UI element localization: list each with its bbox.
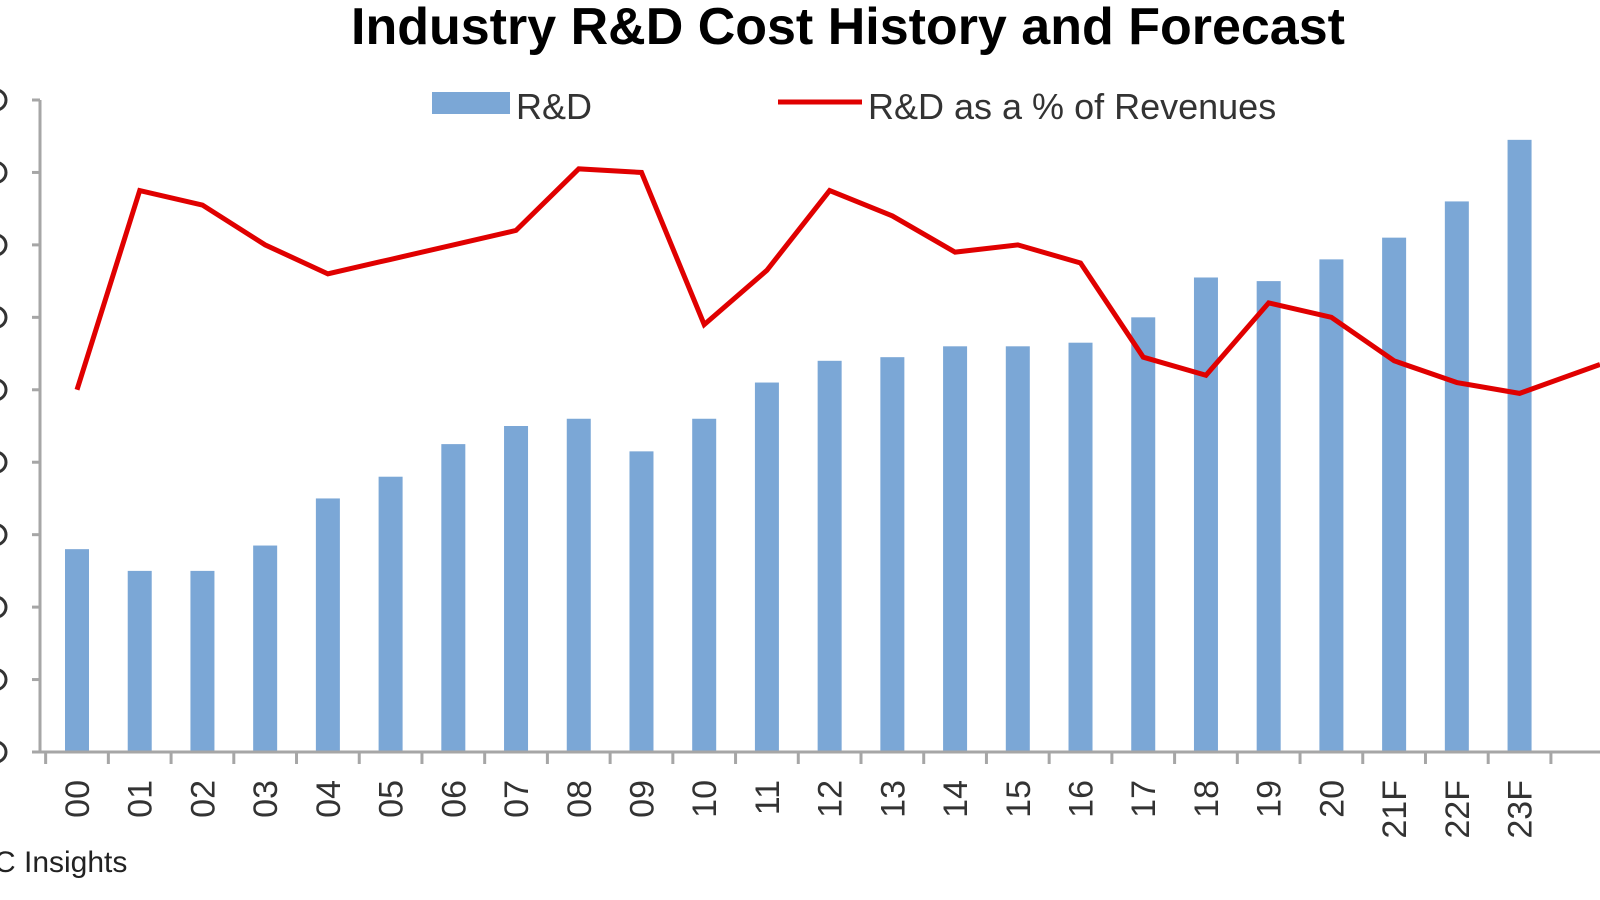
y-tick-label-fragment — [0, 234, 8, 256]
y-tick-label-fragment — [0, 306, 8, 329]
x-tick-label: 11 — [749, 780, 787, 815]
bar-21F — [1382, 237, 1407, 753]
x-tick-label: 07 — [498, 780, 536, 818]
x-tick-label: 23F — [1502, 780, 1540, 839]
x-tick-label: 13 — [874, 780, 912, 818]
bar-07 — [504, 426, 529, 752]
bar-20 — [1319, 259, 1344, 752]
y-tick-label-fragment — [0, 596, 8, 618]
x-tick-label: 06 — [435, 780, 473, 818]
y-tick-label-fragment — [0, 378, 8, 401]
bar-series — [65, 139, 1532, 753]
bar-03 — [253, 545, 278, 752]
bar-00 — [65, 549, 89, 752]
x-tick-label: 19 — [1251, 780, 1289, 818]
legend: R&D R&D as a % of Revenues — [432, 86, 1276, 127]
bar-05 — [378, 476, 403, 752]
y-tick-label-fragment — [0, 668, 8, 691]
y-tick-label-fragment — [0, 451, 8, 474]
x-tick-label: 16 — [1063, 780, 1101, 818]
y-tick-label-fragment — [0, 89, 8, 111]
x-tick-label: 12 — [812, 780, 850, 818]
bar-17 — [1131, 317, 1156, 752]
y-tick-label-fragment — [0, 741, 8, 763]
x-tick-label: 10 — [686, 780, 724, 818]
bar-10 — [692, 418, 717, 752]
bar-04 — [315, 498, 340, 752]
x-tick-label: 15 — [1000, 780, 1038, 818]
bar-08 — [566, 418, 591, 752]
line-series — [74, 166, 1600, 396]
x-tick-label: 08 — [561, 780, 599, 818]
x-tick-label: 22F — [1439, 780, 1477, 839]
legend-label-rd: R&D — [516, 86, 592, 127]
y-tick-label-fragment — [0, 161, 8, 184]
x-tick-label: 00 — [59, 780, 97, 818]
bar-14 — [943, 346, 968, 752]
bar-09 — [629, 451, 654, 752]
chart-title: Industry R&D Cost History and Forecast — [351, 0, 1345, 56]
bar-13 — [880, 357, 905, 752]
bar-12 — [817, 360, 842, 752]
x-tick-label: 18 — [1188, 780, 1226, 818]
x-tick-label: 03 — [247, 780, 285, 818]
line-rd-percent-of-revenues — [74, 166, 1600, 396]
bar-22F — [1444, 201, 1469, 752]
x-axis: 00 01 02 03 04 05 06 07 08 09 10 11 12 13 14 15 16 17 18 19… — [40, 750, 1600, 839]
x-tick-label: 02 — [184, 780, 222, 818]
x-tick-label: 20 — [1313, 780, 1351, 818]
y-axis — [0, 89, 42, 763]
x-tick-label: 05 — [373, 780, 411, 818]
bar-06 — [441, 444, 466, 752]
y-tick-label-fragment — [0, 523, 8, 546]
bar-23F — [1507, 139, 1532, 752]
bar-01 — [127, 570, 152, 752]
x-tick-label: 01 — [122, 780, 160, 818]
bar-18 — [1193, 277, 1218, 752]
x-tick-label: 04 — [310, 780, 348, 818]
x-tick-label: 14 — [937, 780, 975, 818]
x-tick-label: 09 — [623, 780, 661, 818]
bar-02 — [190, 570, 215, 752]
legend-label-rd-percent: R&D as a % of Revenues — [868, 86, 1276, 127]
source-note: C Insights — [0, 846, 127, 879]
bar-11 — [754, 382, 779, 752]
legend-swatch-rd — [432, 92, 510, 114]
bar-19 — [1256, 281, 1281, 752]
x-tick-label: 17 — [1125, 780, 1163, 818]
x-tick-label: 21F — [1376, 780, 1414, 839]
bar-15 — [1005, 346, 1030, 752]
bar-16 — [1068, 342, 1093, 752]
